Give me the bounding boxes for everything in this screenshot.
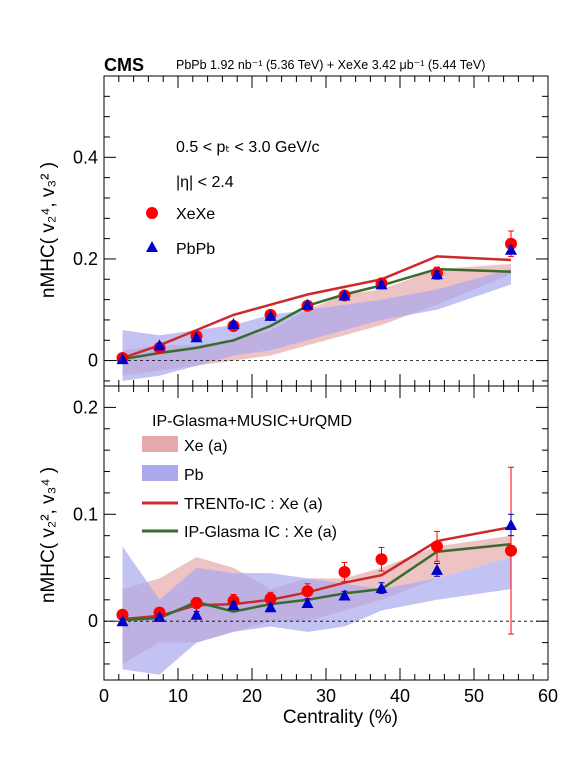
cms-label: CMS bbox=[104, 55, 144, 75]
top-point-xexe bbox=[505, 237, 517, 250]
bottom-point-pbpb bbox=[338, 589, 351, 601]
bottom-point-pbpb bbox=[116, 615, 129, 627]
top-y-axis-label: nMHC( v₂⁴, v₃² ) bbox=[38, 162, 59, 298]
top-line-trento bbox=[122, 255, 512, 360]
bottom-point-pbpb bbox=[375, 582, 388, 594]
bottom-point-xexe bbox=[116, 608, 129, 621]
bottom-point-xexe bbox=[505, 544, 517, 557]
legend-ipglasma-label: IP-Glasma IC : Xe (a) bbox=[184, 524, 337, 541]
legend-pbpb-label: PbPb bbox=[176, 241, 215, 258]
bottom-point-xexe bbox=[375, 553, 388, 566]
bottom-line-ipglasma bbox=[122, 542, 512, 622]
top-band-pb bbox=[122, 269, 511, 381]
top-line-ipglasma bbox=[122, 267, 512, 361]
legend-pbpb-marker bbox=[146, 241, 158, 252]
top-point-pbpb bbox=[338, 289, 351, 301]
top-point-pbpb bbox=[505, 243, 517, 255]
legend-xexe-marker bbox=[146, 207, 158, 219]
top-y-tick-label: 0.4 bbox=[73, 147, 98, 167]
top-point-pbpb bbox=[153, 339, 166, 351]
eta-range-annotation: |η| < 2.4 bbox=[176, 174, 234, 191]
legend-xe-band-swatch bbox=[142, 436, 178, 452]
bottom-y-tick-label: 0 bbox=[88, 611, 98, 631]
bottom-point-xexe bbox=[431, 540, 443, 553]
top-panel: 0 0.2 0.4 bbox=[73, 75, 549, 387]
bottom-y-tick-label: 0.2 bbox=[73, 397, 98, 417]
bottom-x-tick-label: 0 bbox=[99, 686, 109, 706]
top-point-pbpb bbox=[375, 278, 388, 290]
bottom-x-tick-label: 40 bbox=[390, 686, 410, 706]
bottom-point-xexe bbox=[301, 585, 314, 598]
bottom-point-pbpb bbox=[431, 563, 443, 575]
legend-pb-band-label: Pb bbox=[184, 467, 204, 484]
bottom-y-axis-label: nMHC( v₂², v₃⁴ ) bbox=[38, 467, 59, 603]
legend-xe-band-label: Xe (a) bbox=[184, 438, 228, 455]
bottom-point-pbpb bbox=[505, 518, 517, 530]
bottom-x-tick-label: 50 bbox=[464, 686, 484, 706]
top-point-pbpb bbox=[227, 318, 240, 329]
bottom-panel: 0 0.1 0.2 0 10 20 30 40 50 60 bbox=[73, 385, 558, 706]
bottom-point-pbpb bbox=[153, 610, 166, 622]
top-point-pbpb bbox=[301, 298, 314, 310]
bottom-point-xexe bbox=[264, 592, 277, 605]
top-point-pbpb bbox=[264, 309, 277, 321]
x-axis-label: Centrality (%) bbox=[283, 707, 398, 728]
bottom-x-tick-label: 60 bbox=[538, 686, 558, 706]
legend-model-title: IP-Glasma+MUSIC+UrQMD bbox=[152, 413, 352, 430]
pt-range-annotation: 0.5 < pₜ < 3.0 GeV/c bbox=[176, 139, 319, 156]
top-point-pbpb bbox=[431, 268, 443, 280]
bottom-y-tick-label: 0.1 bbox=[73, 504, 98, 524]
bottom-x-tick-label: 30 bbox=[316, 686, 336, 706]
bottom-point-pbpb bbox=[301, 597, 314, 609]
top-point-pbpb bbox=[116, 353, 129, 365]
lumi-label: PbPb 1.92 nb⁻¹ (5.36 TeV) + XeXe 3.42 μb… bbox=[176, 58, 485, 72]
bottom-point-xexe bbox=[338, 566, 351, 579]
bottom-x-tick-label: 20 bbox=[242, 686, 262, 706]
bottom-point-pbpb bbox=[264, 601, 277, 613]
top-point-pbpb bbox=[190, 331, 203, 343]
bottom-point-pbpb bbox=[190, 608, 203, 620]
bottom-point-pbpb bbox=[227, 599, 240, 611]
legend-xexe-label: XeXe bbox=[176, 206, 215, 223]
bottom-band-pb bbox=[122, 546, 511, 675]
top-y-tick-label: 0.2 bbox=[73, 249, 98, 269]
legend-trento-label: TRENTo-IC : Xe (a) bbox=[184, 496, 323, 513]
bottom-x-tick-label: 10 bbox=[168, 686, 188, 706]
legend-pb-band-swatch bbox=[142, 465, 178, 481]
top-y-tick-label: 0 bbox=[88, 351, 98, 371]
bottom-point-xexe bbox=[190, 597, 203, 610]
